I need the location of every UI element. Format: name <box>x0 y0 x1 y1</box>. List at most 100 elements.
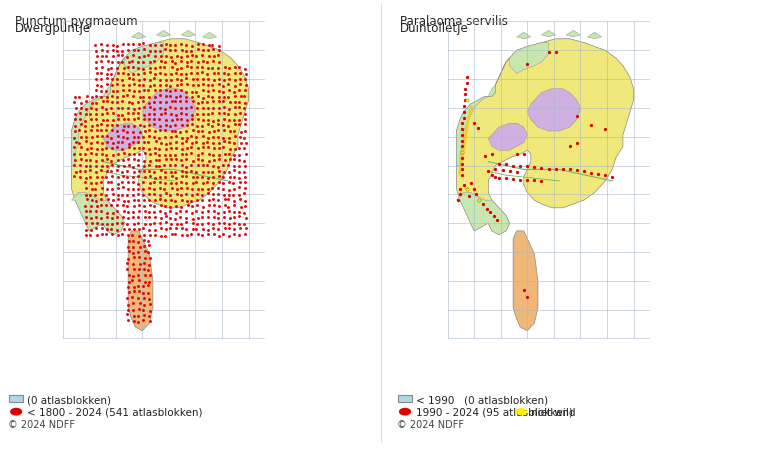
Point <box>95 202 107 209</box>
Point <box>90 100 102 107</box>
Point <box>154 99 166 106</box>
Point <box>212 134 224 142</box>
Point <box>206 46 219 54</box>
Point <box>149 179 161 186</box>
Polygon shape <box>103 124 142 151</box>
Point <box>166 145 178 152</box>
Point <box>143 180 156 187</box>
Point <box>90 180 102 187</box>
Point <box>159 59 171 66</box>
Point <box>111 95 123 102</box>
Point <box>197 117 209 124</box>
Point <box>132 110 144 117</box>
Point <box>179 215 192 222</box>
Point <box>95 191 107 198</box>
Point <box>116 169 129 176</box>
Point <box>159 209 171 216</box>
Point <box>169 169 181 176</box>
Point <box>190 105 203 112</box>
Point <box>486 151 498 158</box>
Point <box>149 226 161 234</box>
Point <box>159 197 172 204</box>
Point <box>89 192 102 199</box>
Point <box>149 42 162 50</box>
Point <box>149 82 161 89</box>
Point <box>121 266 133 273</box>
Point <box>233 118 246 125</box>
Point <box>112 138 124 146</box>
Point <box>202 77 214 84</box>
Point <box>234 225 246 232</box>
Point <box>213 94 225 101</box>
Point <box>186 144 198 152</box>
Point <box>79 220 92 227</box>
Point <box>126 192 139 199</box>
Point <box>454 186 466 193</box>
Point <box>122 105 135 112</box>
Point <box>75 144 87 152</box>
Point <box>80 196 92 203</box>
Point <box>238 105 250 112</box>
Point <box>68 151 80 158</box>
Polygon shape <box>527 89 581 132</box>
Point <box>191 111 203 119</box>
Point <box>132 71 144 78</box>
Point <box>96 151 109 158</box>
Point <box>122 110 135 117</box>
Point <box>117 198 129 205</box>
Point <box>111 76 123 83</box>
Point <box>154 87 166 94</box>
Point <box>101 72 113 79</box>
Point <box>180 59 192 66</box>
Point <box>176 204 188 211</box>
Point <box>203 230 215 238</box>
Point <box>121 311 133 318</box>
Point <box>170 221 182 228</box>
Point <box>81 146 93 153</box>
Point <box>96 221 109 228</box>
Point <box>218 214 230 221</box>
Point <box>484 209 497 216</box>
Point <box>213 140 226 147</box>
Point <box>217 230 229 238</box>
Point <box>107 197 119 204</box>
Point <box>138 46 150 54</box>
Point <box>217 138 229 146</box>
Point <box>121 260 133 267</box>
Point <box>69 157 82 164</box>
Point <box>95 83 107 90</box>
Point <box>203 53 215 60</box>
Point <box>224 99 236 106</box>
Point <box>149 71 161 78</box>
Point <box>222 162 234 170</box>
Polygon shape <box>142 89 196 132</box>
Point <box>457 115 470 122</box>
Point <box>201 71 213 78</box>
Point <box>69 111 82 118</box>
Point <box>127 169 139 176</box>
Point <box>186 186 198 193</box>
Point <box>181 185 193 193</box>
Point <box>218 192 230 199</box>
Point <box>112 231 124 239</box>
Point <box>203 47 215 55</box>
Point <box>175 157 187 164</box>
Point <box>186 99 199 106</box>
Point <box>480 206 493 213</box>
Point <box>219 157 231 164</box>
Point <box>233 209 245 216</box>
Point <box>127 139 139 146</box>
Point <box>470 191 482 198</box>
Point <box>107 152 119 159</box>
Point <box>166 185 178 192</box>
Point <box>139 116 151 124</box>
Point <box>228 220 240 227</box>
Point <box>169 139 182 146</box>
Point <box>223 87 236 94</box>
Point <box>223 76 236 83</box>
Point <box>112 70 124 77</box>
Point <box>111 128 123 135</box>
Point <box>170 186 182 193</box>
Point <box>163 88 176 95</box>
Point <box>95 41 108 48</box>
